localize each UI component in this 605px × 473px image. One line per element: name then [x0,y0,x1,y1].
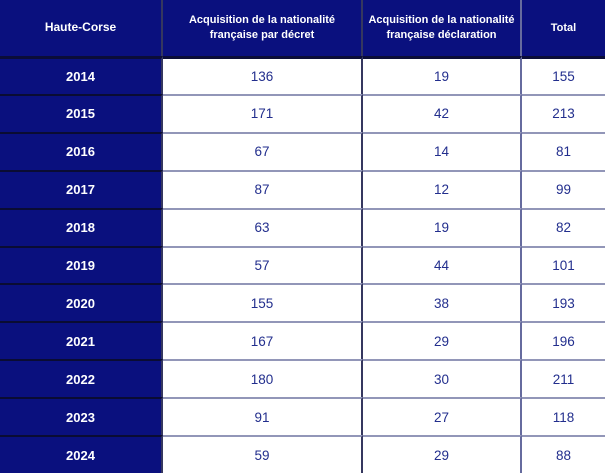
decret-value-cell: 180 [163,359,363,398]
declaration-value-cell: 44 [363,245,522,284]
declaration-value-cell: 14 [363,131,522,170]
total-value-cell: 118 [522,397,605,436]
decret-value-cell: 155 [163,283,363,322]
total-value-cell: 155 [522,56,605,94]
total-value-cell: 196 [522,321,605,360]
header-row: Haute-Corse Acquisition de la nationalit… [0,0,605,56]
table-row: 2023 91 27 118 [0,397,605,436]
column-header-total: Total [522,0,605,56]
table-body: 2014 136 19 155 2015 171 42 213 2016 67 … [0,56,605,473]
year-cell: 2020 [0,283,163,322]
year-cell: 2018 [0,207,163,246]
total-value-cell: 211 [522,359,605,398]
declaration-value-cell: 38 [363,283,522,322]
table-row: 2021 167 29 196 [0,321,605,360]
total-value-cell: 82 [522,207,605,246]
decret-value-cell: 59 [163,435,363,473]
year-cell: 2014 [0,56,163,94]
year-cell: 2017 [0,169,163,208]
total-value-cell: 213 [522,93,605,132]
decret-value-cell: 167 [163,321,363,360]
declaration-value-cell: 19 [363,56,522,94]
declaration-value-cell: 30 [363,359,522,398]
total-value-cell: 81 [522,131,605,170]
declaration-value-cell: 29 [363,321,522,360]
total-value-cell: 99 [522,169,605,208]
decret-value-cell: 67 [163,131,363,170]
decret-value-cell: 171 [163,93,363,132]
year-cell: 2015 [0,93,163,132]
region-header-cell: Haute-Corse [0,0,163,56]
table-row: 2019 57 44 101 [0,245,605,284]
year-cell: 2023 [0,397,163,436]
table-row: 2020 155 38 193 [0,283,605,322]
table-row: 2018 63 19 82 [0,207,605,246]
year-cell: 2019 [0,245,163,284]
declaration-value-cell: 29 [363,435,522,473]
year-cell: 2024 [0,435,163,473]
table-row: 2016 67 14 81 [0,131,605,170]
total-value-cell: 88 [522,435,605,473]
total-value-cell: 193 [522,283,605,322]
decret-value-cell: 57 [163,245,363,284]
table-row: 2014 136 19 155 [0,56,605,94]
declaration-value-cell: 12 [363,169,522,208]
decret-value-cell: 63 [163,207,363,246]
declaration-value-cell: 19 [363,207,522,246]
table-row: 2022 180 30 211 [0,359,605,398]
year-cell: 2022 [0,359,163,398]
decret-value-cell: 87 [163,169,363,208]
table-header: Haute-Corse Acquisition de la nationalit… [0,0,605,56]
year-cell: 2016 [0,131,163,170]
decret-value-cell: 136 [163,56,363,94]
table-row: 2015 171 42 213 [0,93,605,132]
year-cell: 2021 [0,321,163,360]
declaration-value-cell: 42 [363,93,522,132]
table-row: 2024 59 29 88 [0,435,605,473]
total-value-cell: 101 [522,245,605,284]
column-header-decret: Acquisition de la nationalité française … [163,0,363,56]
decret-value-cell: 91 [163,397,363,436]
declaration-value-cell: 27 [363,397,522,436]
table-row: 2017 87 12 99 [0,169,605,208]
column-header-declaration: Acquisition de la nationalité française … [363,0,522,56]
